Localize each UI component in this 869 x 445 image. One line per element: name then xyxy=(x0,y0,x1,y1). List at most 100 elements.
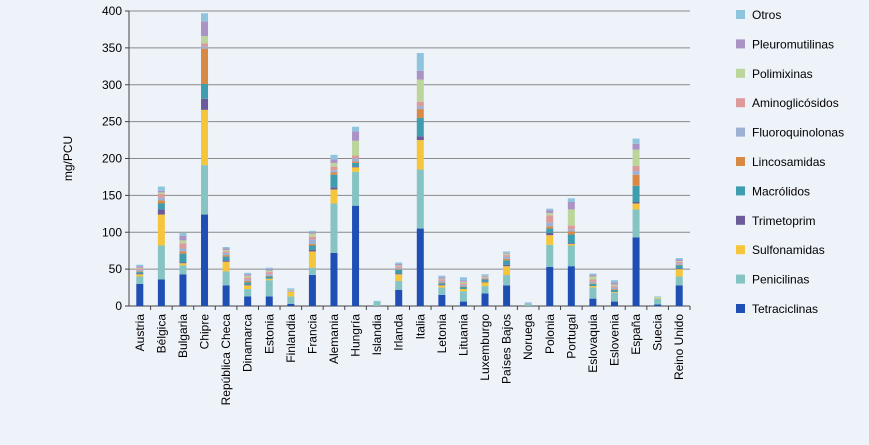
bar-segment-aminoglicósidos xyxy=(589,279,597,282)
bar-segment-otros xyxy=(610,280,618,283)
bar-segment-aminoglicósidos xyxy=(308,236,316,240)
bar-segment-pleuromutilinas xyxy=(675,259,683,262)
bar-segment-lincosamidas xyxy=(438,282,446,284)
bar-segment-otros xyxy=(287,288,295,290)
bar-segment-otros xyxy=(675,258,683,260)
bar-segment-lincosamidas xyxy=(308,244,316,246)
x-tick-label: Chipre xyxy=(198,314,212,350)
bar-segment-fluoroquinolonas xyxy=(459,284,467,287)
x-tick-label: Finlandia xyxy=(284,314,298,363)
bar-segment-trimetoprim xyxy=(222,260,230,262)
bar-segment-penicilinas xyxy=(136,276,144,284)
bar-segment-penicilinas xyxy=(567,245,575,267)
bar-segment-trimetoprim xyxy=(503,264,511,267)
legend-entry: Penicilinas xyxy=(752,273,809,287)
bar-segment-otros xyxy=(201,13,209,22)
bar-segment-tetraciclinas xyxy=(201,214,209,306)
bar-segment-penicilinas xyxy=(265,280,273,297)
bar-segment-polimixinas xyxy=(589,276,597,280)
bar-segment-pleuromutilinas xyxy=(416,70,424,80)
bar-segment-fluoroquinolonas xyxy=(416,106,424,110)
bar-segment-sulfonamidas xyxy=(244,285,252,290)
bar-segment-otros xyxy=(481,274,489,276)
bar-segment-lincosamidas xyxy=(632,174,640,186)
bar-segment-polimixinas xyxy=(330,162,338,167)
bar-segment-sulfonamidas xyxy=(459,289,467,292)
bar-segment-trimetoprim xyxy=(201,98,209,110)
bar-segment-pleuromutilinas xyxy=(481,275,489,277)
bar-segment-macrólidos xyxy=(179,253,187,263)
bar-segment-lincosamidas xyxy=(567,231,575,235)
x-tick-label: Luxemburgo xyxy=(478,314,492,381)
bar-segment-pleuromutilinas xyxy=(157,190,165,193)
x-tick-label: Países Bajos xyxy=(500,314,514,384)
bar-segment-penicilinas xyxy=(395,280,403,290)
bar-segment-aminoglicósidos xyxy=(481,277,489,278)
bar-segment-polimixinas xyxy=(416,79,424,102)
bar-segment-penicilinas xyxy=(352,171,360,206)
bar-segment-sulfonamidas xyxy=(136,274,144,277)
bar-segment-fluoroquinolonas xyxy=(179,248,187,252)
bar-segment-trimetoprim xyxy=(179,262,187,264)
bar-segment-trimetoprim xyxy=(157,209,165,215)
bar-segment-sulfonamidas xyxy=(632,203,640,210)
bar-segment-fluoroquinolonas xyxy=(287,291,295,292)
bar-segment-lincosamidas xyxy=(222,255,230,257)
bar-segment-lincosamidas xyxy=(265,275,273,277)
y-tick-label: 200 xyxy=(102,152,122,166)
bar-segment-tetraciclinas xyxy=(675,285,683,306)
bar-segment-lincosamidas xyxy=(352,161,360,163)
x-tick-label: Suecia xyxy=(651,314,665,351)
x-tick-label: Islandia xyxy=(370,314,384,356)
bar-segment-polimixinas xyxy=(136,267,144,269)
bar-segment-tetraciclinas xyxy=(546,266,554,306)
bar-segment-penicilinas xyxy=(632,209,640,238)
bar-segment-pleuromutilinas xyxy=(546,210,554,214)
x-tick-label: Irlanda xyxy=(392,314,406,351)
bar-segment-penicilinas xyxy=(222,271,230,286)
bar-segment-sulfonamidas xyxy=(265,278,273,281)
x-tick-label: Reino Unido xyxy=(672,314,686,380)
legend-swatch xyxy=(736,215,745,225)
bar-segment-lincosamidas xyxy=(589,283,597,284)
bar-segment-tetraciclinas xyxy=(179,274,187,306)
y-tick-label: 50 xyxy=(109,262,123,276)
legend-swatch xyxy=(736,127,745,137)
bar-segment-trimetoprim xyxy=(136,273,144,275)
bar-segment-lincosamidas xyxy=(395,269,403,270)
x-tick-label: Eslovenia xyxy=(607,314,621,366)
bar-segment-polimixinas xyxy=(546,213,554,216)
bar-segment-macrólidos xyxy=(567,234,575,244)
bar-segment-aminoglicósidos xyxy=(179,243,187,249)
bar-segment-polimixinas xyxy=(395,265,403,267)
bar-segment-sulfonamidas xyxy=(222,261,230,272)
x-tick-label: Noruega xyxy=(521,314,535,360)
bar-segment-lincosamidas xyxy=(416,109,424,118)
bar-segment-macrólidos xyxy=(265,276,273,279)
bar-segment-penicilinas xyxy=(373,301,381,306)
bar-segment-otros xyxy=(546,208,554,211)
bar-segment-macrólidos xyxy=(222,256,230,261)
bar-segment-fluoroquinolonas xyxy=(567,229,575,232)
bar-segment-fluoroquinolonas xyxy=(395,267,403,270)
bar-segment-penicilinas xyxy=(244,289,252,297)
bar-segment-tetraciclinas xyxy=(610,301,618,306)
bar-segment-penicilinas xyxy=(675,276,683,286)
bar-segment-aminoglicósidos xyxy=(395,266,403,268)
bar-segment-tetraciclinas xyxy=(503,285,511,306)
bar-segment-otros xyxy=(459,277,467,281)
bar-segment-penicilinas xyxy=(416,169,424,229)
bar-segment-otros xyxy=(136,264,144,267)
bar-segment-aminoglicósidos xyxy=(675,261,683,264)
bar-segment-sulfonamidas xyxy=(481,282,489,287)
bar-segment-fluoroquinolonas xyxy=(136,269,144,272)
bar-segment-macrólidos xyxy=(201,84,209,99)
bar-segment-polimixinas xyxy=(222,249,230,252)
bar-segment-macrólidos xyxy=(546,228,554,233)
bar-segment-pleuromutilinas xyxy=(352,131,360,141)
bar-segment-otros xyxy=(503,251,511,253)
bar-segment-otros xyxy=(244,272,252,275)
bar-segment-otros xyxy=(416,53,424,71)
